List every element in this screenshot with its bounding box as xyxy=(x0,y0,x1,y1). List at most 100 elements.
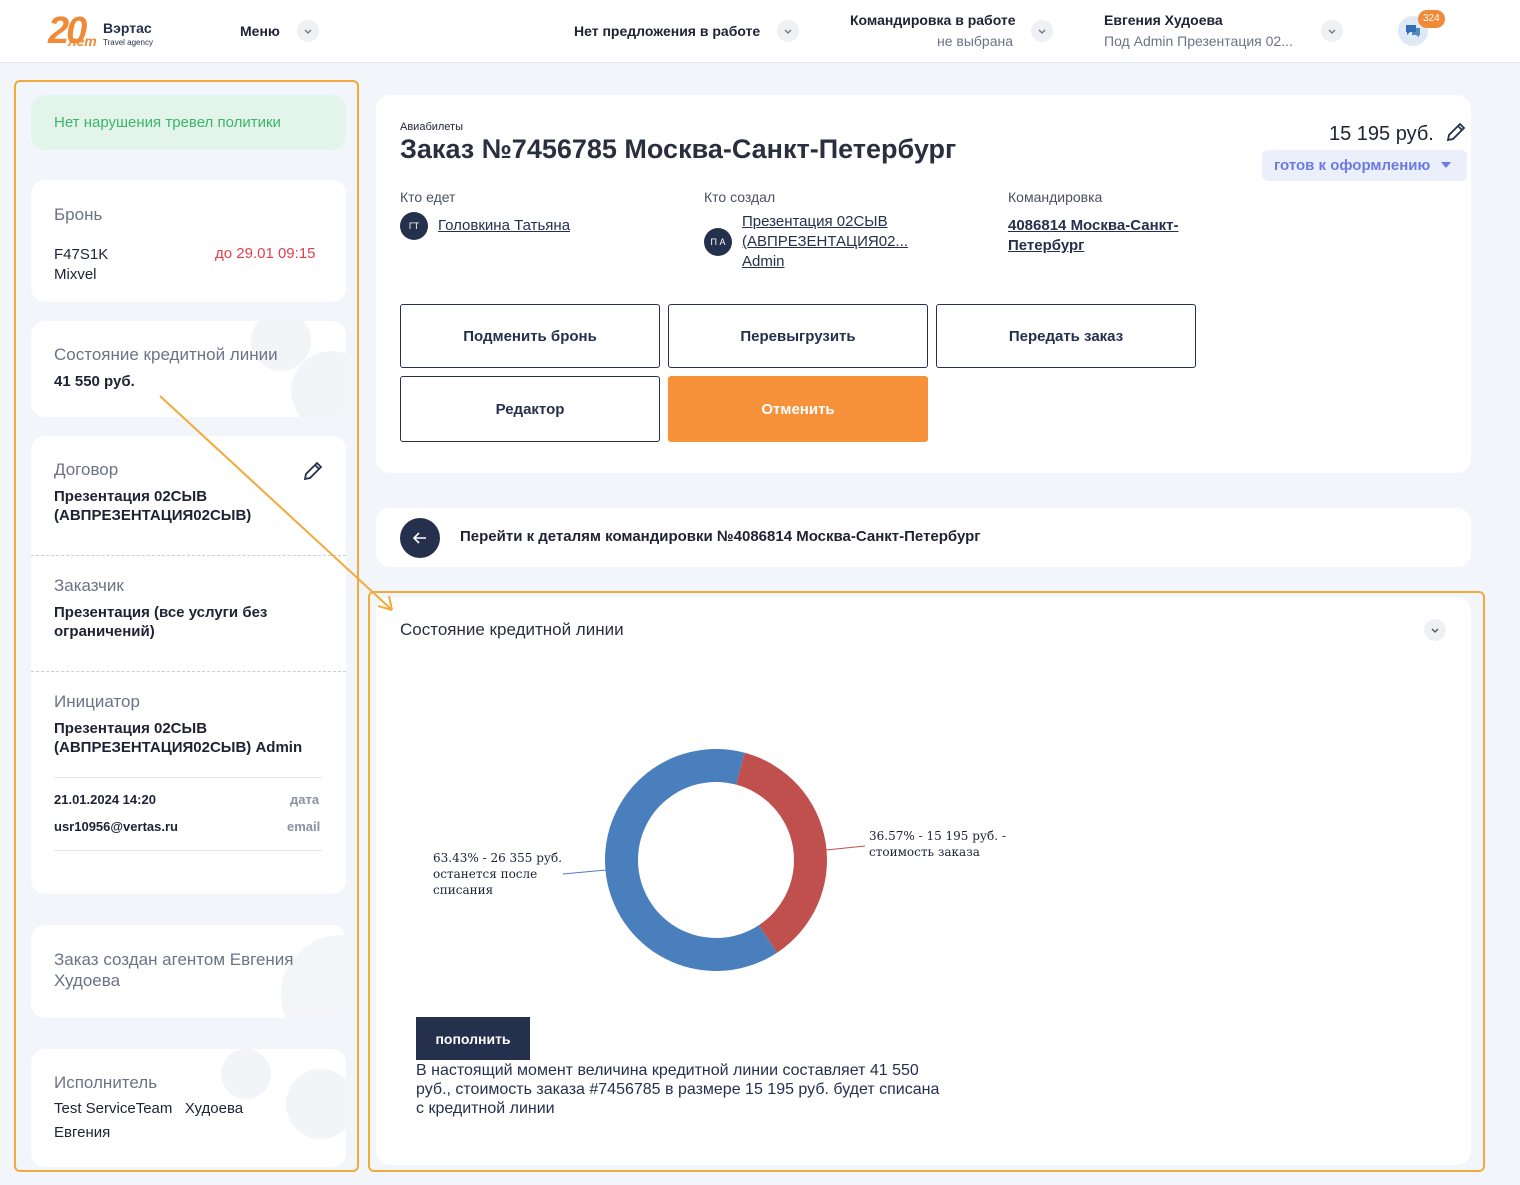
agent-text-line2: Худоева xyxy=(54,971,121,990)
edit-price-pencil-icon[interactable] xyxy=(1444,120,1468,144)
chart-slice-remaining xyxy=(605,749,778,971)
slice-label-remaining-1: 63.43% - 26 355 руб. xyxy=(433,851,562,865)
booking-provider: Mixvel xyxy=(54,266,97,283)
booking-code: F47S1K xyxy=(54,246,109,263)
replace-booking-button[interactable]: Подменить бронь xyxy=(400,304,660,368)
customer-label: Заказчик xyxy=(54,576,124,595)
initiator-value-line2: (АВПРЕЗЕНТАЦИЯ02СЫВ) Admin xyxy=(54,739,303,756)
offer-label[interactable]: Нет предложения в работе xyxy=(574,23,761,39)
divider xyxy=(54,850,322,851)
menu-label[interactable]: Меню xyxy=(240,23,280,39)
trip-chevron-down-icon[interactable] xyxy=(1031,20,1053,42)
offer-chevron-down-icon[interactable] xyxy=(777,20,799,42)
created-date-key: дата xyxy=(290,792,320,807)
slice-label-remaining-3: списания xyxy=(433,883,493,897)
executor-card xyxy=(31,1049,346,1167)
trip-link-line2[interactable]: Петербург xyxy=(1008,237,1085,254)
back-arrow-icon[interactable] xyxy=(400,518,440,558)
logo-number: 20 xyxy=(48,10,87,52)
chart-slice-order-cost xyxy=(736,752,827,953)
divider xyxy=(31,671,346,672)
creator-link-line2[interactable]: (АВПРЕЗЕНТАЦИЯ02... xyxy=(742,233,908,250)
order-category: Авиабилеты xyxy=(400,121,464,133)
agent-card xyxy=(31,925,346,1018)
credit-note-line2: руб., стоимость заказа #7456785 в размер… xyxy=(416,1081,940,1098)
leader-line-remaining xyxy=(562,869,607,875)
initiator-email-key: email xyxy=(287,819,321,834)
executor-label: Исполнитель xyxy=(54,1073,158,1092)
caret-down-icon xyxy=(1441,162,1451,168)
executor-value-line1: Test ServiceTeam Худоева xyxy=(54,1100,244,1117)
decor-circle xyxy=(286,1069,346,1139)
top-header: 20 лет Вэртас Travel agency Меню Нет пре… xyxy=(0,0,1520,63)
credit-panel xyxy=(376,597,1471,1165)
trip-link-line1[interactable]: 4086814 Москва-Санкт- xyxy=(1008,217,1179,234)
divider xyxy=(31,555,346,556)
reupload-button[interactable]: Перевыгрузить xyxy=(668,304,928,368)
user-chevron-down-icon[interactable] xyxy=(1321,20,1343,42)
customer-value-line2: ограничений) xyxy=(54,623,155,640)
initiator-value-line1: Презентация 02СЫВ xyxy=(54,720,208,737)
agent-text-line1: Заказ создан агентом Евгения xyxy=(54,950,294,969)
order-title: Заказ №7456785 Москва-Санкт-Петербург xyxy=(400,134,957,164)
credit-panel-highlight-frame xyxy=(368,591,1485,1172)
topup-button[interactable]: пополнить xyxy=(416,1017,530,1060)
collapse-chevron-down-icon[interactable] xyxy=(1424,619,1446,641)
initiator-label: Инициатор xyxy=(54,692,140,711)
user-name[interactable]: Евгения Худоева xyxy=(1104,12,1223,28)
traveler-link[interactable]: Головкина Татьяна xyxy=(438,217,571,234)
booking-deadline: до 29.01 09:15 xyxy=(215,245,316,262)
sidebar-highlight-frame xyxy=(14,80,359,1172)
slice-label-order-1: 36.57% - 15 195 руб. - xyxy=(869,829,1006,843)
policy-status: Нет нарушения тревел политики xyxy=(31,95,346,150)
created-date: 21.01.2024 14:20 xyxy=(54,792,156,807)
chat-count-badge: 324 xyxy=(1418,10,1445,28)
divider xyxy=(54,777,322,778)
menu-chevron-down-icon[interactable] xyxy=(297,20,319,42)
trip-nav-text[interactable]: Перейти к деталям командировки №4086814 … xyxy=(460,528,981,545)
credit-summary-card xyxy=(31,321,346,417)
contract-label: Договор xyxy=(54,460,119,479)
user-sub: Под Admin Презентация 02... xyxy=(1104,33,1293,49)
logo-tagline: Travel agency xyxy=(103,38,153,47)
initiator-email: usr10956@vertas.ru xyxy=(54,819,178,834)
credit-note-line1: В настоящий момент величина кредитной ли… xyxy=(416,1062,919,1079)
edit-contract-pencil-icon[interactable] xyxy=(301,459,325,483)
decor-circle xyxy=(281,935,346,1018)
booking-label: Бронь xyxy=(54,205,103,224)
who-goes-label: Кто едет xyxy=(400,189,456,205)
credit-panel-title: Состояние кредитной линии xyxy=(400,620,624,639)
cancel-order-button[interactable]: Отменить xyxy=(668,376,928,442)
logo[interactable]: 20 лет Вэртас Travel agency xyxy=(48,10,158,54)
trip-field-label: Командировка xyxy=(1008,189,1103,205)
contract-value-line2: (АВПРЕЗЕНТАЦИЯ02СЫВ) xyxy=(54,507,252,524)
contract-value-line1: Презентация 02СЫВ xyxy=(54,488,208,505)
slice-label-remaining-2: останется после xyxy=(433,867,537,881)
executor-value-line2: Евгения xyxy=(54,1124,111,1141)
logo-brand: Вэртас xyxy=(103,20,152,36)
creator-label: Кто создал xyxy=(704,189,776,205)
order-price: 15 195 руб. xyxy=(1329,123,1434,145)
editor-button[interactable]: Редактор xyxy=(400,376,660,442)
trip-nav-card[interactable] xyxy=(376,508,1471,567)
booking-card xyxy=(31,180,346,302)
transfer-order-button[interactable]: Передать заказ xyxy=(936,304,1196,368)
credit-note-line3: с кредитной линии xyxy=(416,1100,555,1117)
trip-sub: не выбрана xyxy=(937,33,1014,49)
credit-summary-value: 41 550 руб. xyxy=(54,373,135,390)
creator-avatar: П А xyxy=(704,228,732,256)
logo-suffix: лет xyxy=(68,33,97,49)
order-status-dropdown[interactable]: готов к оформлению xyxy=(1262,150,1467,181)
creator-link-line3[interactable]: Admin xyxy=(742,253,785,270)
decor-circle xyxy=(221,1049,271,1099)
trip-label[interactable]: Командировка в работе xyxy=(850,12,1016,28)
order-status-label: готов к оформлению xyxy=(1274,157,1431,174)
leader-line-order xyxy=(825,845,866,851)
creator-link-line1[interactable]: Презентация 02СЫВ xyxy=(742,213,888,230)
credit-donut-chart: 63.43% - 26 355 руб. останется после спи… xyxy=(433,749,1006,971)
traveler-avatar: ГТ xyxy=(400,212,428,240)
customer-value-line1: Презентация (все услуги без xyxy=(54,604,268,621)
credit-note: В настоящий момент величина кредитной ли… xyxy=(416,1061,976,1118)
credit-summary-label: Состояние кредитной линии xyxy=(54,345,278,364)
slice-label-order-2: стоимость заказа xyxy=(869,845,980,859)
